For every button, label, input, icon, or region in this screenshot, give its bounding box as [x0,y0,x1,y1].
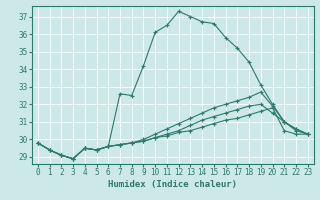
X-axis label: Humidex (Indice chaleur): Humidex (Indice chaleur) [108,180,237,189]
